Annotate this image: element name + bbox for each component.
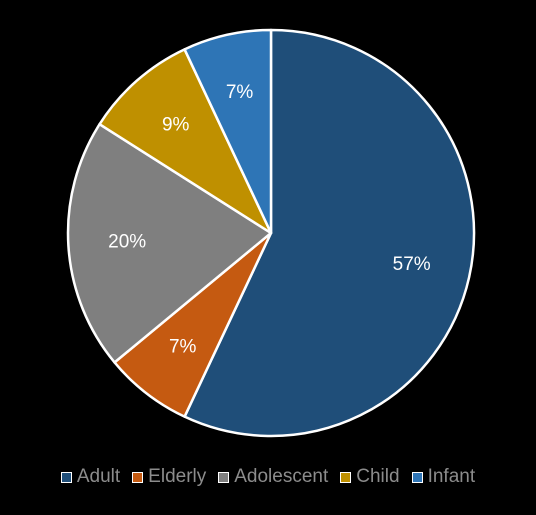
data-label-adolescent: 20%	[108, 232, 146, 253]
legend-label-child: Child	[356, 466, 400, 487]
legend-label-elderly: Elderly	[148, 466, 207, 487]
legend-item-infant: Infant	[411, 466, 476, 488]
legend-item-adult: Adult	[60, 466, 121, 488]
legend-swatch-infant	[411, 471, 423, 483]
data-label-elderly: 7%	[169, 336, 197, 357]
pie-slice-child	[98, 48, 273, 235]
legend-swatch-adult	[60, 471, 72, 483]
data-label-child: 9%	[162, 114, 190, 135]
pie-data-labels: 57% 7% 20% 9% 7%	[108, 82, 431, 358]
data-label-infant: 7%	[226, 82, 254, 103]
pie-slices	[66, 28, 476, 438]
pie-slice-adolescent	[66, 122, 273, 364]
legend-swatch-child	[340, 471, 352, 483]
legend-item-elderly: Elderly	[132, 466, 206, 488]
legend-label-adult: Adult	[76, 466, 121, 487]
pie-slice-infant	[183, 28, 273, 235]
pie-slice-adult	[183, 28, 476, 438]
legend-item-child: Child	[340, 466, 400, 488]
chart-legend: Adult Elderly Adolescent Child Infant	[0, 464, 536, 490]
legend-label-adolescent: Adolescent	[234, 466, 329, 487]
legend-label-infant: Infant	[427, 466, 476, 487]
legend-item-adolescent: Adolescent	[218, 466, 328, 488]
legend-swatch-adolescent	[218, 471, 230, 483]
legend-swatch-elderly	[132, 471, 144, 483]
data-label-adult: 57%	[393, 254, 431, 275]
